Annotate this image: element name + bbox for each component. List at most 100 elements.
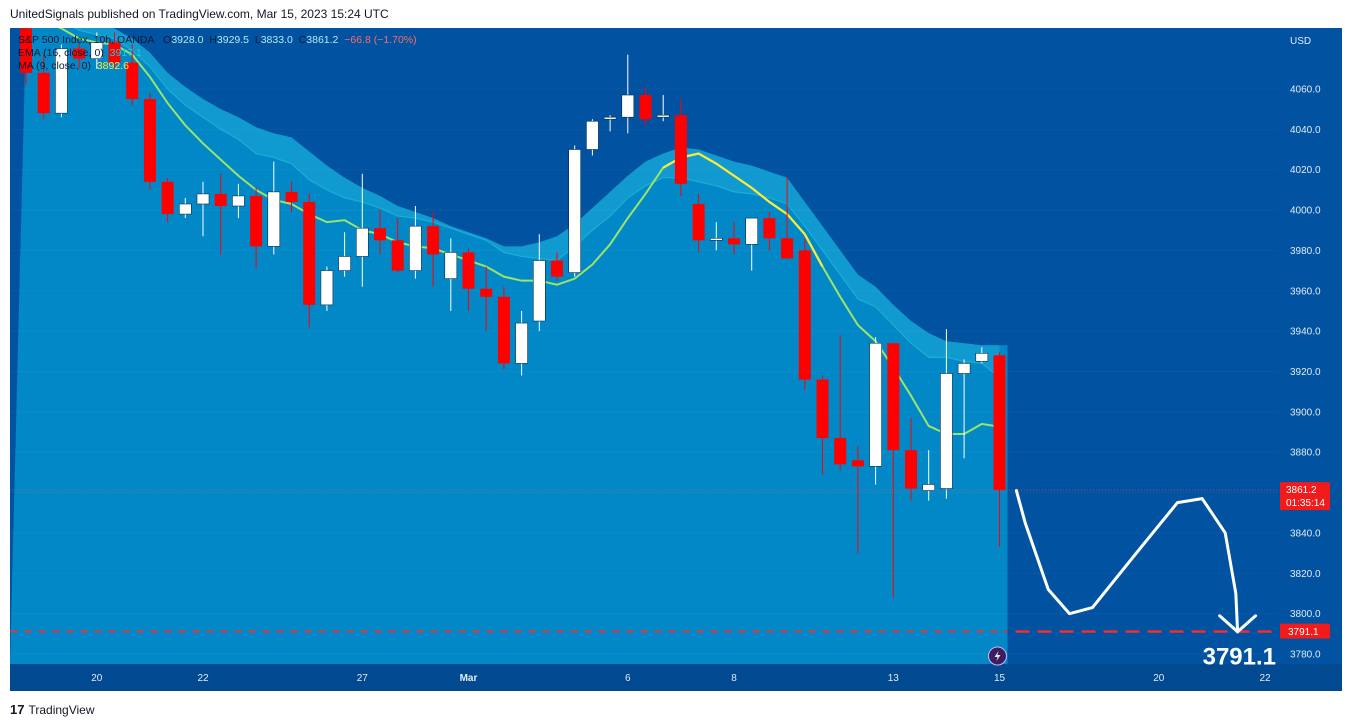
candle[interactable]: [338, 232, 351, 277]
ema-16-line[interactable]: [26, 28, 1000, 378]
candle-body: [179, 203, 192, 215]
candle[interactable]: [250, 187, 263, 269]
candle[interactable]: [940, 329, 953, 499]
candle[interactable]: [532, 234, 546, 332]
time-tick-label: 22: [1259, 673, 1271, 684]
candle[interactable]: [586, 119, 599, 156]
candle[interactable]: [816, 375, 829, 475]
candle[interactable]: [355, 173, 369, 287]
candle[interactable]: [126, 44, 139, 106]
candle[interactable]: [957, 359, 971, 459]
price-chart[interactable]: USD3780.03800.03820.03840.03860.03880.03…: [10, 28, 1342, 691]
candle[interactable]: [73, 42, 86, 69]
candle-body: [709, 237, 723, 241]
candle[interactable]: [798, 238, 811, 390]
candle-body: [692, 203, 705, 241]
candle[interactable]: [462, 248, 475, 311]
candle[interactable]: [90, 32, 104, 69]
chart-legend: S&P 500 Index, 10h, OANDA O3928.0 H3929.…: [18, 34, 417, 73]
time-axis-background: [10, 664, 1342, 691]
candle[interactable]: [781, 177, 794, 259]
candle-body: [161, 181, 174, 215]
target-price-badge[interactable]: [1280, 623, 1330, 639]
candle[interactable]: [37, 54, 50, 120]
candle[interactable]: [603, 115, 617, 132]
candle[interactable]: [515, 310, 528, 376]
candle[interactable]: [55, 44, 68, 118]
candle-body: [940, 373, 953, 489]
time-tick-label: 8: [731, 673, 737, 684]
candle-body: [957, 363, 971, 374]
candle-body: [108, 42, 121, 63]
candle[interactable]: [161, 177, 174, 223]
candle-body: [391, 240, 404, 271]
candle-body: [674, 115, 687, 184]
price-tick-label: 3820.0: [1290, 569, 1321, 580]
lightning-glyph: [994, 651, 1001, 662]
candle-body: [497, 296, 510, 364]
candle[interactable]: [108, 32, 121, 69]
candle[interactable]: [214, 173, 227, 255]
candle[interactable]: [143, 92, 156, 190]
candle[interactable]: [728, 222, 740, 255]
candle[interactable]: [444, 238, 458, 311]
candle[interactable]: [427, 212, 440, 287]
candle[interactable]: [497, 286, 510, 370]
footer-brand[interactable]: TradingView: [28, 702, 95, 717]
candle-body: [621, 94, 635, 118]
candle-body: [427, 226, 440, 255]
candle[interactable]: [179, 197, 192, 219]
legend-high-label: H: [209, 34, 217, 46]
price-tick-label: 4060.0: [1290, 84, 1321, 95]
legend-low-value: 3833.0: [260, 34, 293, 46]
legend-change: −66.8 (−1.70%): [344, 34, 417, 46]
candle[interactable]: [709, 222, 723, 251]
last-price-badge[interactable]: [1280, 482, 1330, 511]
price-tick-label: 3780.0: [1290, 650, 1321, 661]
candle[interactable]: [320, 266, 334, 311]
candle-body: [781, 238, 794, 259]
legend-ma-row[interactable]: MA (9, close, 0) 3892.6: [18, 60, 417, 73]
candle-body: [409, 225, 422, 271]
price-tick-label: 4020.0: [1290, 165, 1321, 176]
candle[interactable]: [391, 218, 404, 273]
legend-low-label: L: [254, 34, 261, 46]
candle[interactable]: [692, 193, 705, 253]
candle[interactable]: [905, 417, 917, 501]
candle-body: [798, 250, 811, 380]
candle[interactable]: [922, 450, 936, 501]
candle[interactable]: [285, 181, 298, 213]
candle[interactable]: [834, 335, 847, 471]
candle[interactable]: [887, 343, 900, 598]
candle[interactable]: [303, 193, 316, 328]
candle[interactable]: [267, 161, 281, 255]
candle[interactable]: [639, 86, 652, 126]
legend-ma-value: 3892.6: [96, 60, 129, 72]
price-tick-label: 3880.0: [1290, 448, 1321, 459]
candle[interactable]: [196, 181, 210, 237]
candle[interactable]: [20, 28, 32, 85]
candle[interactable]: [869, 337, 882, 485]
candle[interactable]: [975, 347, 989, 364]
candle[interactable]: [851, 446, 864, 554]
candle[interactable]: [480, 266, 493, 332]
candle[interactable]: [232, 183, 245, 219]
legend-symbol[interactable]: S&P 500 Index, 10h, OANDA: [18, 34, 155, 46]
candle[interactable]: [621, 54, 635, 134]
projection-curve[interactable]: [1014, 489, 1240, 634]
candle-body: [214, 193, 227, 207]
candle[interactable]: [568, 145, 582, 277]
candle[interactable]: [551, 252, 563, 281]
legend-ema-row[interactable]: EMA (16, close, 0) 3917.1: [18, 47, 417, 60]
candle[interactable]: [656, 95, 670, 122]
candle[interactable]: [745, 217, 759, 271]
candle[interactable]: [763, 212, 776, 251]
price-tick-label: 3980.0: [1290, 246, 1321, 257]
candle[interactable]: [674, 99, 687, 196]
candle[interactable]: [374, 210, 386, 255]
candle[interactable]: [993, 352, 1006, 548]
tradingview-logo-icon[interactable]: 17: [10, 702, 25, 717]
ma-9-line[interactable]: [26, 28, 1000, 436]
candle[interactable]: [409, 206, 422, 279]
legend-ema-value: 3917.1: [109, 47, 142, 59]
